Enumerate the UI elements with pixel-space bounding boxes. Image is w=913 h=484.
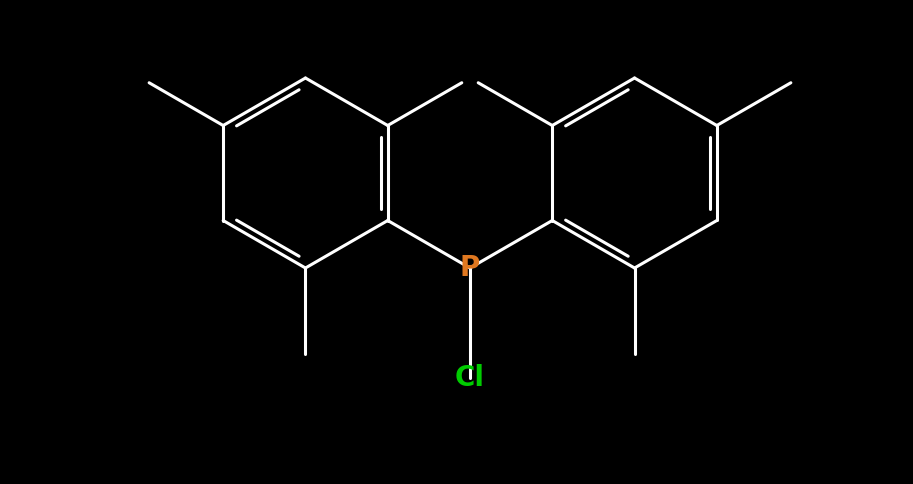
Text: P: P [460,254,480,282]
Text: Cl: Cl [455,364,485,392]
